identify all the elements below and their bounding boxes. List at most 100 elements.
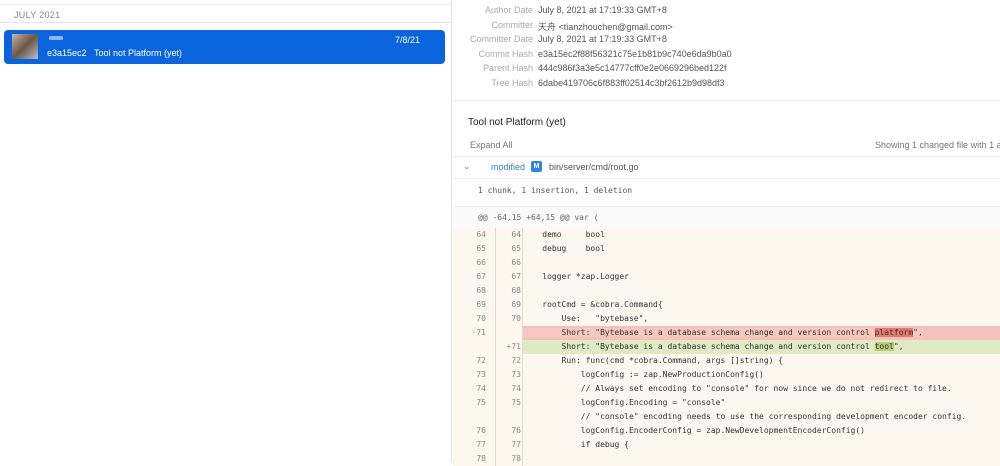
code-line: debug bool: [523, 244, 605, 253]
changed-word: tool: [874, 342, 894, 351]
old-line-number: 75: [476, 398, 486, 407]
new-line-number: +71: [506, 342, 521, 351]
code-line: logConfig.EncoderConfig = zap.NewDevelop…: [523, 426, 865, 435]
code-line: demo bool: [523, 230, 605, 239]
meta-value: 6dabe419706c6f883ff02514c3bf2612b9d98df3: [538, 78, 725, 88]
month-header: JULY 2021: [14, 10, 61, 20]
diff-line: 66 66: [453, 256, 1000, 270]
code-text: Short: "Bytebase is a database schema ch…: [523, 328, 875, 337]
meta-key: Parent Hash: [482, 63, 533, 74]
meta-value: July 8, 2021 at 17:19:33 GMT+8: [538, 34, 667, 45]
old-line-number: 76: [476, 426, 486, 435]
old-line-number: 65: [476, 244, 486, 253]
diff-line: 75 75 logConfig.Encoding = "console": [453, 396, 1000, 410]
meta-row: Tree Hash 6dabe419706c6f883ff02514c3bf261…: [453, 78, 1000, 92]
code-text: logConfig.EncoderConfig = zap.NewDevelop…: [523, 426, 865, 435]
new-line-number: 74: [511, 384, 521, 393]
diff-line: 65 65 debug bool: [453, 242, 1000, 256]
commit-message: Tool not Platform (yet): [94, 48, 183, 58]
old-line-number: 73: [476, 370, 486, 379]
meta-key: Committer Date: [469, 34, 533, 45]
divider: [453, 100, 1000, 101]
code-line: Short: "Bytebase is a database schema ch…: [523, 342, 904, 351]
old-line-number: 78: [476, 454, 486, 463]
new-line-number: 78: [511, 454, 521, 463]
author-name-redacted: [49, 36, 63, 40]
code-line: Run: func(cmd *cobra.Command, args []str…: [523, 356, 784, 365]
code-line: if debug {: [523, 440, 629, 449]
meta-row: Parent Hash 444c986f3a3e5c14777cff0e2e066…: [453, 63, 1000, 77]
new-line-number: 65: [511, 244, 521, 253]
divider: [453, 178, 1000, 179]
divider: [0, 4, 452, 5]
code-text: ",: [913, 328, 923, 337]
code-text: logger *zap.Logger: [523, 272, 629, 281]
new-line-number: 66: [511, 258, 521, 267]
diff-line: 72 72 Run: func(cmd *cobra.Command, args …: [453, 354, 1000, 368]
code-line: logConfig := zap.NewProductionConfig(): [523, 370, 764, 379]
meta-value: e3a15ec2f88f56321c75e1b81b9c740e6da9b0a0: [538, 48, 732, 59]
commit-title: Tool not Platform (yet): [468, 117, 566, 128]
diff-line: 76 76 logConfig.EncoderConfig = zap.NewDe…: [453, 424, 1000, 438]
meta-value: 天舟 <tianzhouchen@gmail.com>: [538, 21, 673, 32]
commit-hash: e3a15ec2: [47, 48, 87, 58]
code-line: // Always set encoding to "console" for …: [523, 384, 952, 393]
divider: [453, 156, 1000, 157]
diff-line: 68 68: [453, 284, 1000, 298]
code-line: logConfig.Encoding = "console": [523, 398, 726, 407]
old-line-number: 68: [476, 286, 486, 295]
new-line-number: 75: [511, 398, 521, 407]
code-text: logConfig := zap.NewProductionConfig(): [523, 370, 764, 379]
new-line-number: 69: [511, 300, 521, 309]
code-text: ",: [893, 342, 904, 351]
expand-all-button[interactable]: Expand All: [470, 140, 513, 150]
diff-summary: 1 chunk, 1 insertion, 1 deletion: [478, 186, 633, 195]
new-line-number: 77: [511, 440, 521, 449]
old-line-number: 70: [476, 314, 486, 323]
meta-row: Committer Date July 8, 2021 at 17:19:33 G…: [453, 34, 1000, 48]
old-line-number: 72: [476, 356, 486, 365]
code-line: // "console" encoding needs to use the c…: [523, 412, 966, 421]
code-line: Use: "bytebase",: [523, 314, 649, 323]
hunk-header: @@ -64,15 +64,15 @@ var (: [453, 206, 1000, 228]
diff-line: // "console" encoding needs to use the c…: [453, 410, 1000, 424]
old-line-number: 64: [476, 230, 486, 239]
code-text: // "console" encoding needs to use the c…: [523, 412, 967, 421]
diff-line: 69 69 rootCmd = &cobra.Command{: [453, 298, 1000, 312]
chevron-down-icon[interactable]: ⌄: [463, 161, 471, 171]
new-line-number: 73: [511, 370, 521, 379]
meta-key: Author Date: [484, 5, 533, 15]
code-line: Short: "Bytebase is a database schema ch…: [523, 328, 923, 337]
meta-row: Commit Hash e3a15ec2f88f56321c75e1b81b9c7…: [453, 49, 1000, 63]
meta-value: July 8, 2021 at 17:19:33 GMT+8: [538, 5, 667, 15]
changes-summary: Showing 1 changed file with 1 ado: [875, 140, 1000, 150]
commit-details: Author Date July 8, 2021 at 17:19:33 GMT+…: [453, 0, 1000, 466]
old-line-number: 74: [476, 384, 486, 393]
avatar: [12, 34, 38, 59]
old-line-number: 67: [476, 272, 486, 281]
code-text: // Always set encoding to "console" for …: [523, 384, 952, 393]
modified-badge-icon: M: [531, 161, 542, 172]
code-text: logConfig.Encoding = "console": [523, 398, 726, 407]
file-status: modified: [491, 162, 526, 172]
commit-list-item[interactable]: e3a15ec2 Tool not Platform (yet) 7/8/21: [4, 30, 445, 64]
code-text: demo bool: [523, 230, 605, 239]
new-line-number: 70: [511, 314, 521, 323]
diff-line: 73 73 logConfig := zap.NewProductionConfi…: [453, 368, 1000, 382]
divider: [0, 22, 452, 23]
diff-line: 74 74 // Always set encoding to "console"…: [453, 382, 1000, 396]
diff-line: 67 67 logger *zap.Logger: [453, 270, 1000, 284]
meta-row: Author Date July 8, 2021 at 17:19:33 GMT+…: [453, 5, 1000, 19]
new-line-number: 68: [511, 286, 521, 295]
file-header[interactable]: ⌄ modified M bin/server/cmd/root.go: [453, 157, 1000, 178]
meta-key: Commit Hash: [478, 48, 533, 59]
old-line-number: 66: [476, 258, 486, 267]
history-panel: JULY 2021 e3a15ec2 Tool not Platform (ye…: [0, 0, 452, 462]
changed-word: platform: [874, 328, 914, 337]
meta-key: Tree Hash: [491, 78, 533, 88]
diff-line: 77 77 if debug {: [453, 438, 1000, 452]
code-text: Run: func(cmd *cobra.Command, args []str…: [523, 356, 784, 365]
diff-line: 78 78: [453, 452, 1000, 466]
file-path[interactable]: bin/server/cmd/root.go: [549, 162, 639, 172]
diff-line: 64 64 demo bool: [453, 228, 1000, 242]
